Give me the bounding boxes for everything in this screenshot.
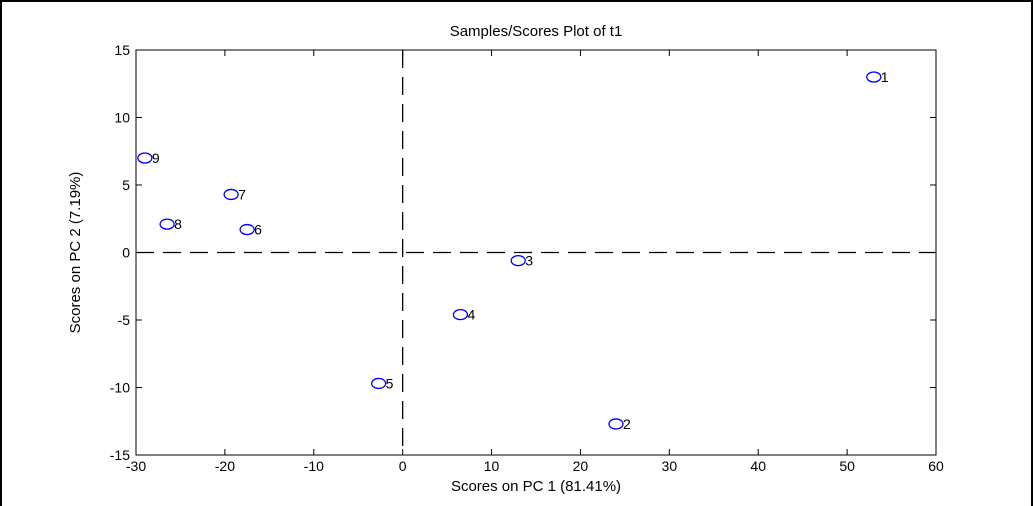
x-axis-ticks: -30 -20 -10 0 10 20 30 40 50 60 <box>126 50 944 474</box>
y-tick-label: 5 <box>122 177 130 193</box>
x-tick-label: 20 <box>573 458 589 474</box>
data-point-marker <box>223 188 239 201</box>
chart-title: Samples/Scores Plot of t1 <box>450 23 623 40</box>
y-axis-title: Scores on PC 2 (7.19%) <box>67 172 84 334</box>
y-tick-label: -15 <box>110 447 130 463</box>
data-point-label: 9 <box>152 150 160 166</box>
y-tick-label: 0 <box>122 245 130 261</box>
data-point-marker <box>239 223 255 236</box>
y-tick-label: -10 <box>110 380 130 396</box>
data-point-label: 1 <box>881 69 889 85</box>
data-point-marker <box>159 218 175 230</box>
x-tick-label: 40 <box>750 458 766 474</box>
data-point-marker <box>510 254 526 267</box>
data-point-marker <box>452 308 469 321</box>
x-tick-label: -10 <box>304 458 324 474</box>
data-points: 1 2 3 4 5 6 7 8 9 <box>137 69 889 432</box>
data-point-marker <box>137 152 153 164</box>
data-point-marker <box>866 71 882 83</box>
x-tick-label: -20 <box>215 458 235 474</box>
x-tick-label: 50 <box>839 458 855 474</box>
data-point-label: 7 <box>238 186 246 202</box>
x-tick-label: -30 <box>126 458 146 474</box>
x-tick-label: 10 <box>484 458 500 474</box>
y-tick-label: 15 <box>114 42 130 58</box>
x-axis-title: Scores on PC 1 (81.41%) <box>451 478 621 495</box>
data-point-label: 2 <box>623 416 631 432</box>
y-tick-label: -5 <box>118 312 131 328</box>
x-tick-label: 0 <box>399 458 407 474</box>
y-tick-label: 10 <box>114 110 130 126</box>
data-point-label: 3 <box>525 253 533 269</box>
data-point-marker <box>371 377 387 390</box>
x-tick-label: 30 <box>662 458 678 474</box>
data-point-label: 5 <box>386 375 394 391</box>
x-tick-label: 60 <box>928 458 944 474</box>
data-point-label: 6 <box>254 222 262 238</box>
data-point-label: 4 <box>467 307 475 323</box>
data-point-label: 8 <box>174 216 182 232</box>
data-point-marker <box>608 418 624 430</box>
